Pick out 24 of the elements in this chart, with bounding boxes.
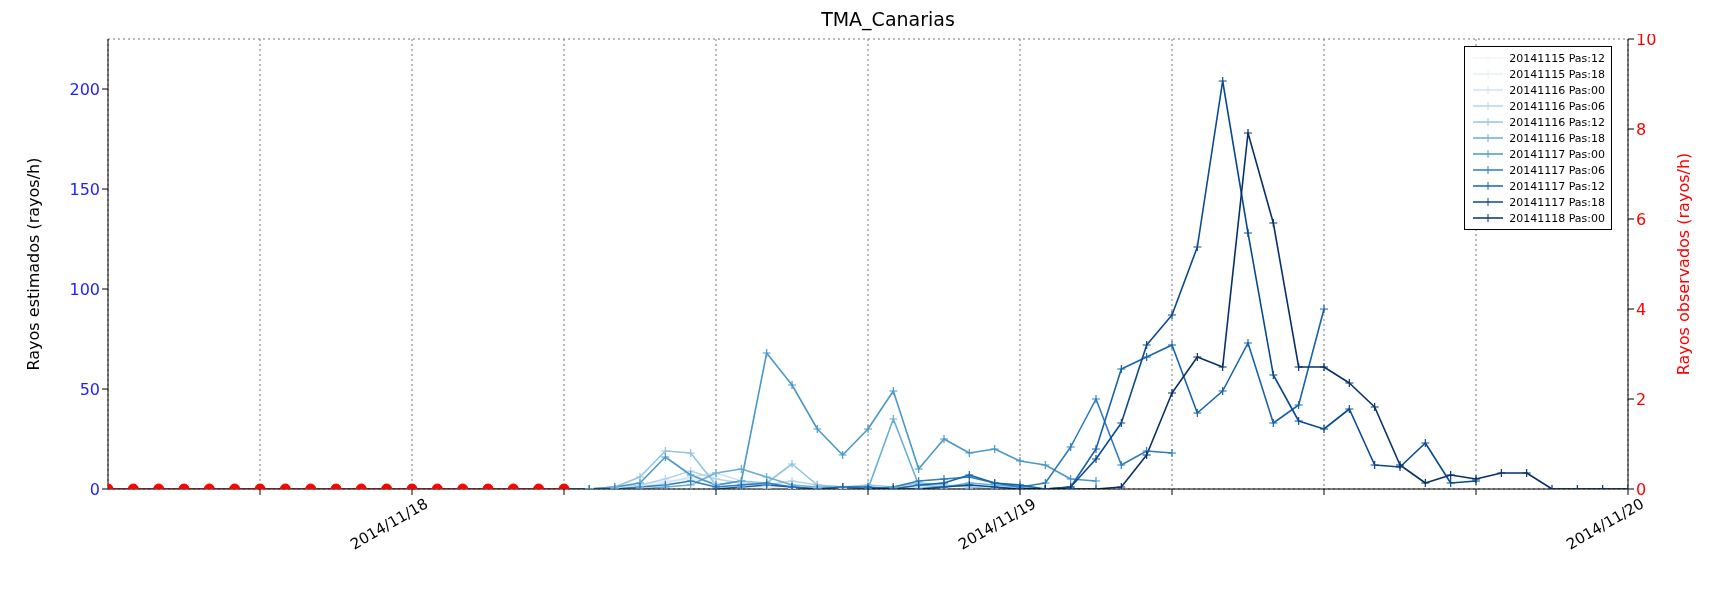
chart-title: TMA_Canarias bbox=[821, 8, 955, 30]
legend-label: 20141117 Pas:18 bbox=[1509, 195, 1605, 209]
y-tick-label: 100 bbox=[69, 279, 100, 299]
y2-tick-label: 0 bbox=[1636, 479, 1647, 499]
y2-tick-label: 4 bbox=[1636, 299, 1647, 319]
legend-label: 20141118 Pas:00 bbox=[1509, 211, 1605, 225]
legend-label: 20141116 Pas:00 bbox=[1509, 83, 1605, 97]
legend-label: 20141115 Pas:18 bbox=[1509, 67, 1605, 81]
y-axis-title: Rayos estimados (rayos/h) bbox=[23, 157, 43, 371]
y-tick-label: 0 bbox=[89, 479, 100, 499]
y-tick-label: 50 bbox=[79, 379, 100, 399]
y-tick-label: 150 bbox=[69, 179, 100, 199]
y2-tick-label: 2 bbox=[1636, 389, 1647, 409]
y2-tick-label: 6 bbox=[1636, 209, 1647, 229]
legend-label: 20141117 Pas:00 bbox=[1509, 147, 1605, 161]
y2-tick-label: 8 bbox=[1636, 119, 1647, 139]
legend-label: 20141115 Pas:12 bbox=[1509, 51, 1605, 65]
legend-label: 20141116 Pas:06 bbox=[1509, 99, 1605, 113]
y-tick-label: 200 bbox=[69, 79, 100, 99]
legend-label: 20141117 Pas:12 bbox=[1509, 179, 1605, 193]
legend-label: 20141117 Pas:06 bbox=[1509, 163, 1605, 177]
legend-label: 20141116 Pas:18 bbox=[1509, 131, 1605, 145]
y2-axis-title: Rayos observados (rayos/h) bbox=[1673, 152, 1693, 376]
legend-label: 20141116 Pas:12 bbox=[1509, 115, 1605, 129]
